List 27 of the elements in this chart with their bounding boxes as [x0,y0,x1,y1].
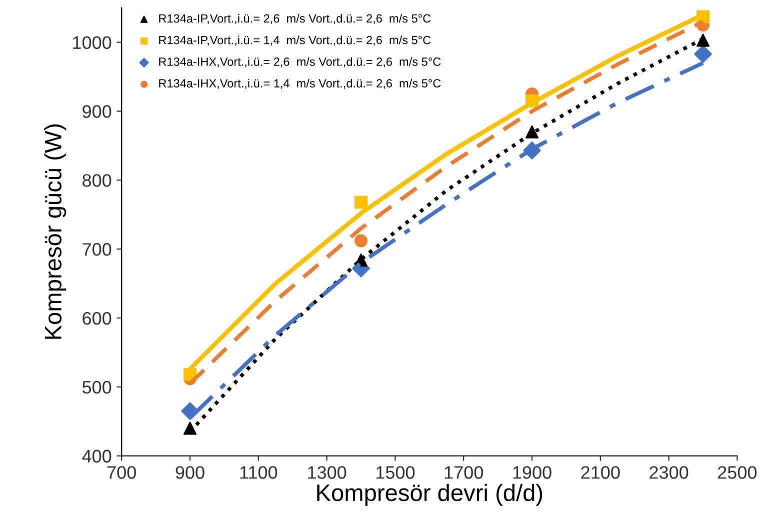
y-tick-label: 600 [82,312,112,325]
legend-label: R134a-IP,Vort.,i.ü.= 1,4 m/s Vort.,d.ü.= 2,6 m/s 5°C [159,36,431,46]
x-tick-label: 1500 [376,466,415,479]
x-tick-label: 1100 [240,466,278,479]
legend-label: R134a-IHX,Vort.,i.ü.= 1,4 m/s Vort.,d.ü.= 2,6 m/s 5°C [159,78,441,89]
y-tick-label: 800 [82,174,112,187]
y-tick-label: 500 [82,380,112,394]
point [354,234,368,248]
x-tick-label: 900 [176,466,204,479]
x-tick-label: 1700 [444,466,483,479]
y-tick-label: 900 [82,105,112,118]
point [183,422,197,435]
x-axis-title: Kompresör devri (d/d) [317,484,542,506]
x-tick-label: 1900 [513,466,552,479]
legend-label: R134a-IP,Vort.,i.ü.= 2,6 m/s Vort.,d.ü.= 2,6 m/s 5°C [159,14,431,24]
y-axis-title: Kompresör gücü (W) [44,124,66,339]
legend-label: R134a-IHX,Vort.,i.ü.= 2,6 m/s Vort.,d.ü.= 2,6 m/s 5°C [159,57,441,68]
x-tick-label: 1300 [308,466,346,479]
y-tick-label: 700 [82,243,112,256]
point [694,45,712,63]
x-tick-label: 2500 [718,466,757,479]
y-tick-label: 1000 [73,36,112,49]
x-tick-label: 2100 [581,466,620,479]
y-tick-label: 400 [82,450,112,463]
x-tick-label: 700 [107,466,136,479]
point [354,196,368,209]
x-tick-label: 2300 [650,466,688,479]
